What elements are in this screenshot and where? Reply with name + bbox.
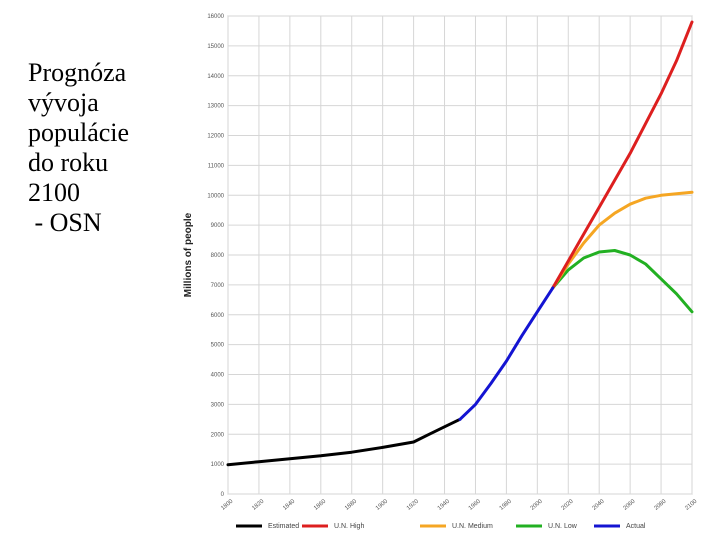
legend-label: U.N. Medium [452,523,493,530]
caption-line: 2100 [28,178,80,207]
x-tick-label: 1900 [375,498,390,512]
y-tick-label: 11000 [208,163,225,169]
series-line-actual [458,286,555,421]
x-tick-label: 1820 [251,498,266,512]
y-tick-label: 5000 [211,343,225,349]
legend-label: U.N. Low [548,523,578,530]
series-line-u-n-low [551,249,694,314]
y-tick-label: 15000 [207,44,224,50]
slide-caption: Prognóza vývoja populácie do roku 2100 -… [28,58,178,238]
series-line-u-n-high [551,20,694,290]
series-line-u-n-medium [551,190,694,290]
y-tick-label: 7000 [211,283,225,289]
legend-label: Actual [626,523,646,530]
x-tick-labels: 1800 1820 1840 1860 1880 1900 1920 1940 1960 1980… [220,498,699,512]
x-tick-label: 2040 [592,498,607,512]
y-tick-label: 0 [221,492,225,498]
x-tick-label: 1880 [344,498,359,512]
y-tick-label: 13000 [207,104,224,110]
grid [227,15,693,495]
y-tick-labels: 0 1000 2000 3000 4000 5000 6000 7000 8000 9000 100… [207,14,224,498]
x-tick-label: 2100 [684,498,699,512]
caption-line: do roku [28,148,109,177]
series-line-estimated [226,417,462,467]
y-tick-label: 8000 [211,253,225,259]
y-tick-label: 4000 [211,373,225,379]
y-tick-label: 3000 [211,402,225,408]
caption-line: - OSN [28,208,102,237]
x-tick-label: 1840 [282,498,297,512]
x-tick-label: 1960 [468,498,483,512]
x-tick-label: 1800 [220,498,235,512]
series-lines [226,20,694,467]
x-tick-label: 2060 [622,498,637,512]
legend: Estimated U.N. High U.N. Medium U.N. Low Act… [236,523,646,530]
x-tick-label: 2000 [530,498,545,512]
x-tick-label: 2080 [653,498,668,512]
caption-line: populácie [28,118,130,147]
y-tick-label: 10000 [207,193,224,199]
x-tick-label: 1920 [406,498,421,512]
y-tick-label: 1000 [211,462,225,468]
y-tick-label: 9000 [211,223,225,229]
x-tick-label: 1940 [437,498,452,512]
y-tick-label: 2000 [211,432,225,438]
y-axis-label: Millions of people [183,212,194,297]
legend-label: Estimated [268,523,299,530]
y-tick-label: 14000 [207,74,224,80]
caption-line: vývoja [28,88,99,117]
x-tick-label: 1980 [499,498,514,512]
x-tick-label: 1860 [313,498,328,512]
x-tick-label: 2020 [561,498,576,512]
caption-line: Prognóza [28,58,127,87]
y-tick-label: 6000 [211,313,225,319]
y-tick-label: 16000 [207,14,224,20]
legend-label: U.N. High [334,523,364,530]
y-tick-label: 12000 [207,134,224,140]
